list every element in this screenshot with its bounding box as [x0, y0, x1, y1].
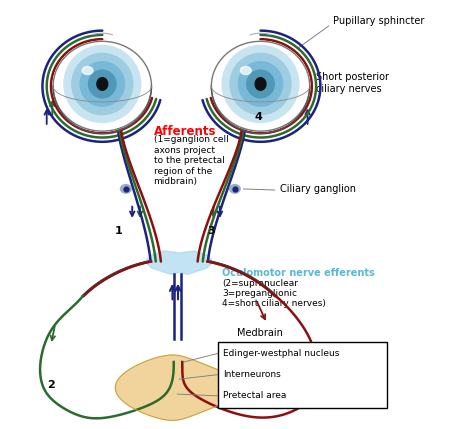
Text: Pretectal area: Pretectal area	[223, 391, 286, 400]
Text: Short posterior
ciliary nerves: Short posterior ciliary nerves	[316, 72, 389, 94]
Text: Afferents: Afferents	[154, 125, 216, 138]
Text: Oculomotor nerve efferents: Oculomotor nerve efferents	[222, 268, 375, 278]
Text: Pupillary sphincter: Pupillary sphincter	[333, 16, 425, 26]
Text: Edinger-westphal nucleus: Edinger-westphal nucleus	[223, 349, 339, 358]
Ellipse shape	[89, 70, 116, 98]
Ellipse shape	[120, 184, 131, 193]
Text: 3: 3	[207, 226, 215, 236]
Text: 2: 2	[47, 380, 55, 390]
Ellipse shape	[82, 66, 93, 75]
Text: 1: 1	[115, 226, 123, 236]
Polygon shape	[145, 251, 213, 275]
Ellipse shape	[72, 53, 133, 115]
Ellipse shape	[247, 70, 274, 98]
Polygon shape	[115, 355, 243, 420]
Ellipse shape	[64, 45, 141, 123]
Text: 4: 4	[254, 112, 262, 122]
Text: (2=supranuclear
3=preganglionic
4=short ciliary nerves): (2=supranuclear 3=preganglionic 4=short …	[222, 279, 326, 308]
Text: Ciliary ganglion: Ciliary ganglion	[280, 184, 356, 194]
Text: Medbrain: Medbrain	[237, 328, 283, 338]
Text: Interneurons: Interneurons	[223, 370, 281, 379]
Ellipse shape	[211, 41, 310, 131]
Text: (1=ganglion cell
axons project
to the pretectal
region of the
midbrain): (1=ganglion cell axons project to the pr…	[154, 136, 228, 186]
Ellipse shape	[53, 41, 152, 131]
Ellipse shape	[80, 62, 125, 106]
Ellipse shape	[229, 184, 240, 193]
Ellipse shape	[238, 62, 283, 106]
Ellipse shape	[222, 45, 299, 123]
Ellipse shape	[97, 78, 108, 90]
Ellipse shape	[240, 66, 251, 75]
Bar	[218, 341, 387, 408]
Ellipse shape	[230, 53, 291, 115]
Ellipse shape	[255, 78, 266, 90]
